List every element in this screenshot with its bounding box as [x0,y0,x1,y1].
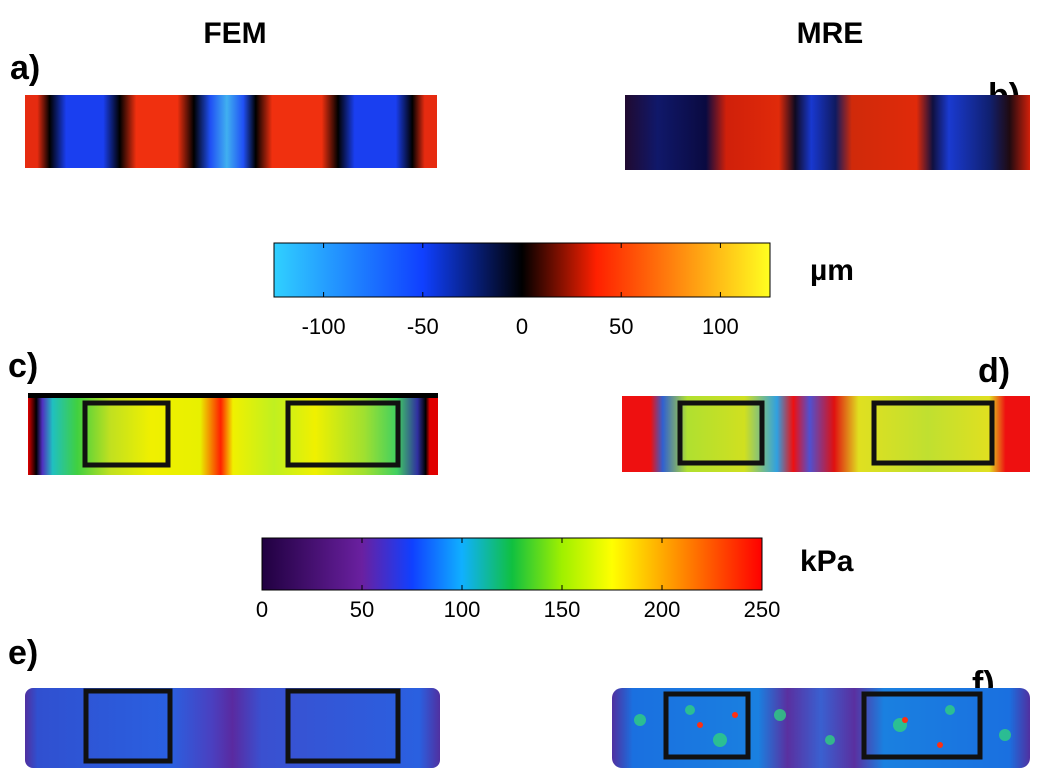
heatmap-e [25,688,440,768]
tick-label: -100 [302,314,346,339]
heatmap-c [28,393,438,475]
tick-label: 50 [350,597,374,622]
colorbar [261,537,763,591]
tick-label: 0 [256,597,268,622]
colorbar [273,242,771,298]
heatmap-d [622,396,1030,472]
panel-label: c) [8,347,38,385]
tick-label: -50 [407,314,439,339]
heatmap-a [25,95,437,168]
panel-label: e) [8,634,38,672]
heatmap-f [612,688,1030,768]
tick-label: 150 [544,597,581,622]
tick-label: 250 [744,597,781,622]
column-header: MRE [797,17,864,50]
heatmap-b [625,95,1030,170]
tick-label: 50 [609,314,633,339]
panel-label: a) [10,49,40,87]
tick-label: 100 [702,314,739,339]
panel-label: d) [978,352,1010,390]
tick-label: 0 [516,314,528,339]
colorbar-unit: µm [810,254,854,287]
tick-label: 100 [444,597,481,622]
tick-label: 200 [644,597,681,622]
colorbar-unit: kPa [800,545,854,578]
column-header: FEM [203,17,266,50]
